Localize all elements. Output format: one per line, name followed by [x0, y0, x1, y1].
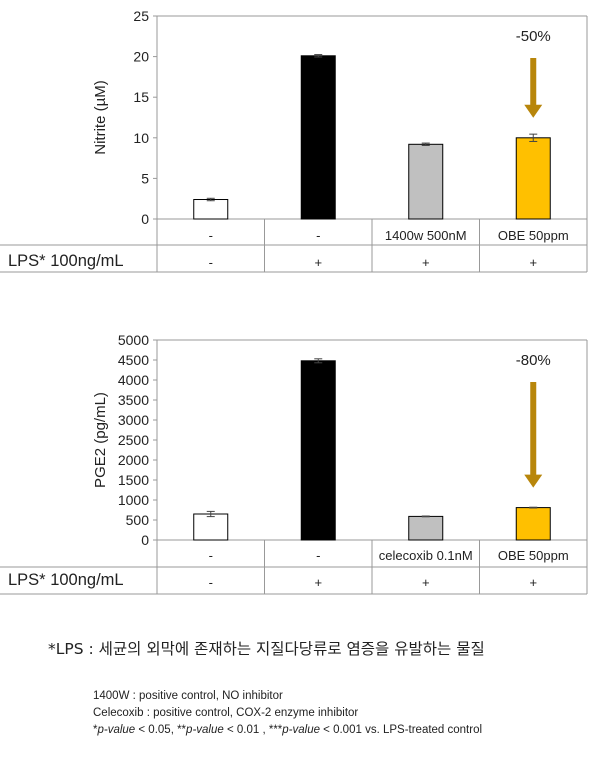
- chart-svg: 0 5 10 15 20 25 Nitrite (µM) LPS* 100ng/mL - - - +1…: [0, 8, 588, 595]
- treatment-label: 1400w 500nM: [385, 228, 467, 243]
- notes-block: 1400W : positive control, NO inhibitor C…: [93, 688, 482, 739]
- bar: [408, 143, 444, 220]
- y-tick-label: 1000: [118, 492, 149, 508]
- pvalue-word-2: p-value: [186, 724, 224, 736]
- lps-row-label: LPS* 100ng/mL: [8, 571, 124, 589]
- treatment-label: -: [316, 548, 320, 563]
- lps-status-label: +: [529, 255, 537, 270]
- annotation-arrow-head: [524, 104, 543, 118]
- treatment-label: OBE 50ppm: [498, 228, 569, 243]
- annotation-arrow-shaft: [530, 382, 537, 476]
- lps-status-label: -: [209, 255, 213, 270]
- annotation-arrow-shaft: [530, 58, 537, 106]
- bar: [408, 515, 444, 541]
- note-pvalue: *p-value < 0.05, **p-value < 0.01 , ***p…: [93, 722, 482, 739]
- treatment-label: -: [316, 228, 320, 243]
- bar: [515, 507, 551, 541]
- y-tick-label: 20: [133, 49, 149, 65]
- note-1400w: 1400W : positive control, NO inhibitor: [93, 690, 283, 702]
- lps-status-label: +: [529, 575, 537, 590]
- treatment-label: OBE 50ppm: [498, 548, 569, 563]
- y-tick-label: 5: [141, 170, 149, 186]
- pvalue-word-3: p-value: [282, 724, 320, 736]
- y-tick-label: 15: [133, 89, 149, 105]
- lps-status-label: -: [209, 575, 213, 590]
- y-tick-label: 0: [141, 532, 149, 548]
- bar: [515, 137, 551, 220]
- y-tick-label: 10: [133, 130, 149, 146]
- bar: [300, 360, 336, 541]
- y-tick-label: 4500: [118, 352, 149, 368]
- lps-status-label: +: [314, 575, 322, 590]
- bar: [300, 55, 336, 220]
- annotation-label: -80%: [516, 352, 551, 369]
- y-tick-label: 4000: [118, 372, 149, 388]
- note-celecoxib: Celecoxib : positive control, COX-2 enzy…: [93, 707, 359, 719]
- y-tick-label: 1500: [118, 472, 149, 488]
- lps-status-label: +: [422, 255, 430, 270]
- y-axis-label: Nitrite (µM): [92, 80, 109, 154]
- annotation-label: -50%: [516, 28, 551, 45]
- bar: [193, 199, 229, 220]
- pvalue-part-1: < 0.05, **: [135, 724, 187, 736]
- pvalue-word-1: p-value: [97, 724, 136, 736]
- treatment-label: -: [209, 548, 213, 563]
- y-tick-label: 2000: [118, 452, 149, 468]
- pvalue-part-3: < 0.001 vs. LPS-treated control: [319, 724, 483, 736]
- y-tick-label: 0: [141, 211, 149, 227]
- pvalue-star: *: [93, 724, 98, 736]
- annotation-arrow-head: [524, 474, 543, 488]
- treatment-label: -: [209, 228, 213, 243]
- y-tick-label: 25: [133, 8, 149, 24]
- lps-status-label: +: [422, 575, 430, 590]
- y-tick-label: 3500: [118, 392, 149, 408]
- lps-footnote: *LPS : 세균의 외막에 존재하는 지질다당류로 염증을 유발하는 물질: [48, 640, 485, 658]
- pvalue-part-2: < 0.01 , ***: [223, 724, 283, 736]
- y-tick-label: 5000: [118, 332, 149, 348]
- y-axis-label: PGE2 (pg/mL): [92, 392, 109, 488]
- treatment-label: celecoxib 0.1nM: [379, 548, 473, 563]
- lps-row-label: LPS* 100ng/mL: [8, 252, 124, 270]
- y-tick-label: 2500: [118, 432, 149, 448]
- y-tick-label: 3000: [118, 412, 149, 428]
- bar: [193, 513, 229, 541]
- y-tick-label: 500: [126, 512, 150, 528]
- lps-status-label: +: [314, 255, 322, 270]
